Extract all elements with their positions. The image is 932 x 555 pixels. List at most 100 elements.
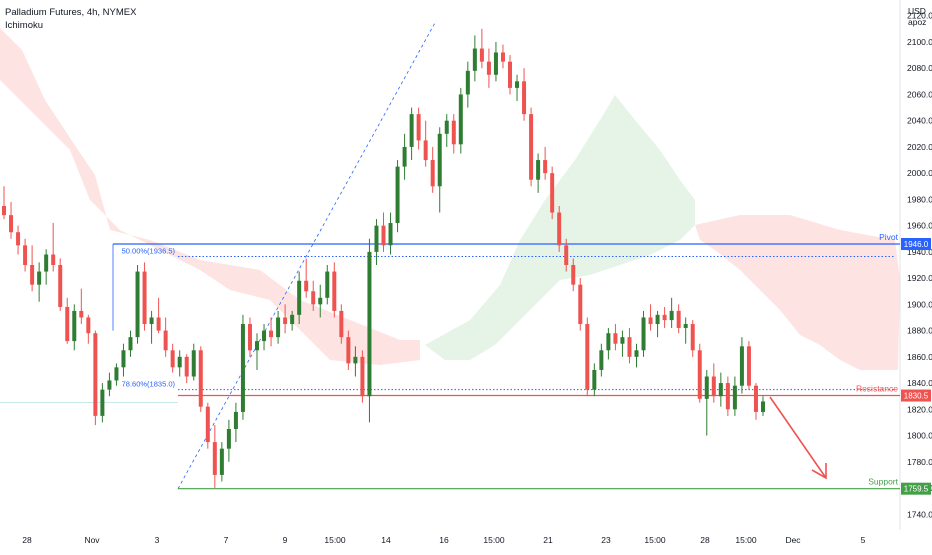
level-value-support: 1759.5 — [904, 485, 929, 494]
candle-body — [606, 333, 611, 351]
candle-body — [44, 254, 49, 272]
candle-body — [493, 52, 498, 75]
candle-body — [121, 350, 126, 368]
candle-body — [9, 215, 14, 233]
y-tick-label: 1840.0 — [907, 378, 932, 388]
candle-body — [30, 265, 35, 285]
fib-trendline — [177, 20, 437, 489]
candle-body — [704, 376, 709, 399]
y-tick-label: 1960.0 — [907, 221, 932, 231]
x-tick-label: 28 — [22, 535, 32, 545]
candle-body — [360, 356, 365, 397]
fib-label-50: 50.00%(1936.5) — [122, 246, 176, 255]
candle-body — [648, 317, 653, 325]
x-tick-label: 15:00 — [324, 535, 346, 545]
candle-body — [276, 317, 281, 338]
candle-body — [522, 81, 527, 115]
candle-body — [269, 330, 274, 338]
x-tick-label: Nov — [84, 535, 100, 545]
level-name-resistance: Resistance — [856, 384, 898, 394]
x-tick-label: 16 — [439, 535, 449, 545]
x-tick-label: 15:00 — [483, 535, 505, 545]
x-tick-label: 14 — [381, 535, 391, 545]
candle-body — [156, 317, 161, 331]
candle-body — [367, 251, 372, 397]
y-tick-label: 1880.0 — [907, 326, 932, 336]
candle-body — [290, 314, 295, 325]
candle-body — [2, 205, 6, 216]
candle-body — [564, 245, 569, 265]
candle-body — [739, 346, 744, 386]
level-value-resistance: 1830.5 — [904, 392, 929, 401]
candle-body — [669, 310, 674, 321]
y-tick-label: 1940.0 — [907, 247, 932, 257]
candle-body — [711, 376, 716, 397]
candle-body — [613, 333, 618, 344]
candle-body — [332, 271, 337, 311]
candle-body — [592, 369, 597, 390]
fib-label-786: 78.60%(1835.0) — [122, 380, 176, 389]
candle-body — [599, 350, 604, 370]
y-tick-label: 1900.0 — [907, 299, 932, 309]
candle-body — [16, 232, 21, 246]
level-tag-resistance — [901, 389, 931, 402]
candle-body — [72, 310, 77, 342]
candle-body — [86, 317, 91, 334]
candle-body — [655, 314, 660, 325]
candle-body — [585, 324, 590, 390]
candle-body — [184, 356, 189, 377]
candle-body — [500, 52, 505, 62]
candle-body — [255, 341, 259, 351]
y-tick-label: 1780.0 — [907, 457, 932, 467]
candle-body — [79, 310, 84, 318]
y-tick-label: 2080.0 — [907, 63, 932, 73]
candle-body — [226, 428, 231, 449]
y-tick-label: 1800.0 — [907, 431, 932, 441]
y-tick-label: 2040.0 — [907, 116, 932, 126]
candle-body — [163, 330, 168, 351]
candle-body — [100, 389, 105, 416]
y-tick-label: 2120.0 — [907, 11, 932, 21]
candle-body — [51, 254, 56, 265]
candle-body — [297, 280, 302, 315]
candle-body — [423, 140, 428, 161]
x-tick-label: 7 — [224, 535, 229, 545]
candle-body — [725, 383, 730, 410]
candle-body — [283, 317, 288, 325]
chart-title: Palladium Futures, 4h, NYMEX — [5, 7, 137, 18]
y-tick-label: 2060.0 — [907, 89, 932, 99]
candle-body — [437, 133, 442, 187]
candle-body — [233, 411, 238, 429]
candle-body — [247, 324, 252, 351]
candle-body — [479, 48, 484, 62]
candle-body — [409, 114, 414, 147]
candle-body — [697, 350, 702, 399]
candle-body — [676, 310, 681, 328]
ichimoku-cloud-bearish — [0, 28, 420, 365]
x-tick-label: 9 — [283, 535, 288, 545]
candle-body — [746, 346, 751, 386]
candle-body — [465, 70, 470, 95]
level-name-support: Support — [868, 477, 898, 487]
candle-body — [634, 350, 639, 357]
candle-body — [486, 61, 491, 75]
candle-body — [732, 385, 737, 410]
candle-body — [761, 401, 765, 412]
y-tick-label: 1820.0 — [907, 404, 932, 414]
candle-body — [107, 380, 112, 390]
candle-body — [177, 356, 182, 368]
candle-body — [346, 337, 351, 364]
y-tick-label: 1740.0 — [907, 509, 932, 519]
candle-body — [93, 333, 98, 416]
y-tick-label: 1860.0 — [907, 352, 932, 362]
projection-arrow-line — [769, 396, 827, 479]
candle-body — [388, 223, 393, 246]
candle-body — [458, 94, 463, 145]
candle-body — [444, 120, 449, 134]
x-tick-label: 21 — [543, 535, 553, 545]
candle-body — [205, 406, 210, 443]
projection-arrow-head — [811, 463, 827, 480]
candle-body — [381, 225, 386, 246]
